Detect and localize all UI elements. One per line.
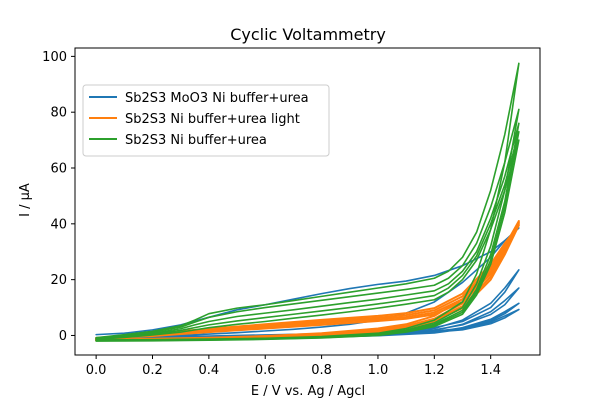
plot-area [95, 62, 520, 342]
chart-title: Cyclic Voltammetry [230, 25, 386, 44]
y-axis-ticks: 0 20 40 60 80 100 [42, 50, 75, 344]
x-tick-label: 0.0 [86, 363, 107, 378]
plot-frame [74, 47, 541, 356]
series-3 [95, 62, 520, 342]
series-2-cycle-1-line [95, 220, 520, 341]
series-1-cycle-1-line [95, 227, 520, 340]
y-tick-label: 40 [50, 217, 67, 232]
x-axis-label: E / V vs. Ag / Agcl [251, 384, 365, 399]
y-tick-label: 20 [50, 273, 67, 288]
y-tick-label: 60 [50, 162, 67, 177]
series-3-cycle-5-line [95, 139, 520, 342]
x-axis-ticks: 0.0 0.2 0.4 0.6 0.8 1.0 1.2 1.4 [86, 355, 501, 378]
x-tick-label: 0.4 [199, 363, 220, 378]
legend-box [82, 84, 330, 157]
x-tick-label: 0.8 [311, 363, 332, 378]
x-tick-label: 0.6 [255, 363, 276, 378]
legend: Sb2S3 MoO3 Ni buffer+urea Sb2S3 Ni buffer… [82, 84, 330, 157]
x-tick-label: 1.0 [368, 363, 389, 378]
x-tick-label: 1.2 [424, 363, 445, 378]
y-tick-label: 0 [59, 329, 67, 344]
legend-label-2: Sb2S3 Ni buffer+urea light [125, 112, 300, 127]
series-3-cycle-1-line [95, 62, 520, 341]
legend-label-3: Sb2S3 Ni buffer+urea [125, 133, 267, 148]
x-tick-label: 0.2 [142, 363, 163, 378]
legend-label-1: Sb2S3 MoO3 Ni buffer+urea [125, 91, 309, 106]
y-tick-label: 80 [50, 106, 67, 121]
x-tick-label: 1.4 [480, 363, 501, 378]
y-tick-label: 100 [42, 50, 67, 65]
y-axis-label: I / μA [18, 183, 33, 217]
